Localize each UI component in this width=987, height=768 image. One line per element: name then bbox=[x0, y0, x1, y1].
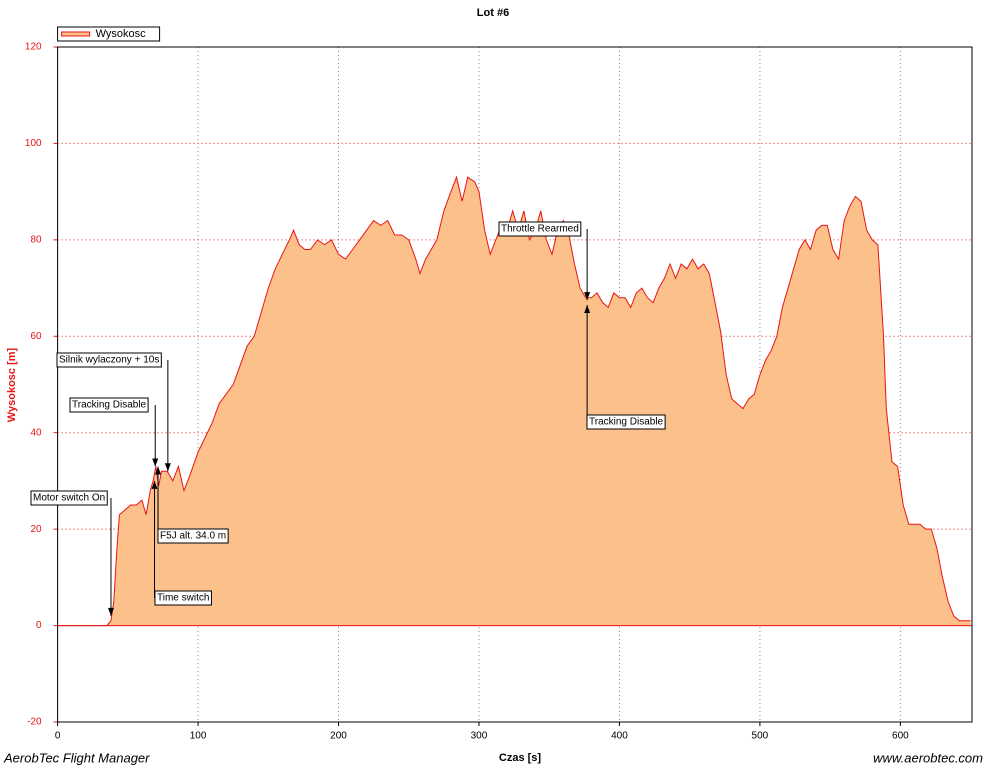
y-axis-label: Wysokosc [m] bbox=[6, 347, 18, 422]
annotation-label: Tracking Disable bbox=[72, 400, 147, 411]
y-tick-label: 60 bbox=[30, 331, 42, 342]
y-tick-label: -20 bbox=[27, 717, 42, 728]
arrow-head bbox=[584, 292, 591, 301]
x-tick-label: 100 bbox=[190, 731, 207, 742]
y-tick-label: 40 bbox=[30, 427, 42, 438]
area-fill bbox=[57, 177, 971, 626]
annotation-box bbox=[157, 528, 229, 544]
y-tick-label: 80 bbox=[30, 234, 42, 245]
y-tick-label: 100 bbox=[25, 138, 42, 149]
arrow-head bbox=[164, 463, 171, 472]
footer-left: AerobTec Flight Manager bbox=[3, 750, 150, 765]
y-tick-label: 0 bbox=[36, 620, 42, 631]
annotation-label: Silnik wylaczony + 10s bbox=[59, 355, 159, 366]
x-tick-label: 500 bbox=[752, 731, 769, 742]
footer-right: www.aerobtec.com bbox=[873, 750, 983, 765]
y-tick-label: 120 bbox=[25, 42, 42, 53]
annotation-box bbox=[154, 590, 212, 606]
plot-frame bbox=[57, 46, 973, 723]
annotation-box bbox=[56, 352, 162, 368]
annotation-label: Throttle Rearmed bbox=[501, 224, 579, 235]
annotation-label: Time switch bbox=[157, 593, 209, 604]
x-tick-label: 0 bbox=[55, 731, 61, 742]
arrow-head bbox=[107, 607, 114, 616]
annotation-label: Motor switch On bbox=[33, 493, 105, 504]
arrow-head bbox=[584, 304, 591, 313]
legend-label: Wysokosc bbox=[96, 28, 147, 40]
legend-box bbox=[57, 26, 161, 42]
y-tick-label: 20 bbox=[30, 524, 42, 535]
annotation-label: F5J alt. 34.0 m bbox=[160, 531, 226, 542]
x-axis-label: Czas [s] bbox=[499, 752, 542, 764]
line bbox=[57, 175, 971, 627]
arrow-head bbox=[155, 466, 162, 475]
annotation-box bbox=[586, 414, 666, 430]
annotation-box bbox=[69, 397, 149, 413]
arrow-head bbox=[152, 458, 159, 467]
annotation-label: Tracking Disable bbox=[589, 417, 664, 428]
x-tick-label: 600 bbox=[892, 731, 909, 742]
annotation-box bbox=[498, 221, 582, 237]
x-tick-label: 200 bbox=[330, 731, 347, 742]
arrow-head bbox=[151, 480, 158, 489]
legend-swatch bbox=[61, 31, 91, 37]
annotation-box bbox=[30, 490, 108, 506]
chart-title: Lot #6 bbox=[477, 7, 509, 19]
x-tick-label: 400 bbox=[611, 731, 628, 742]
x-tick-label: 300 bbox=[471, 731, 488, 742]
